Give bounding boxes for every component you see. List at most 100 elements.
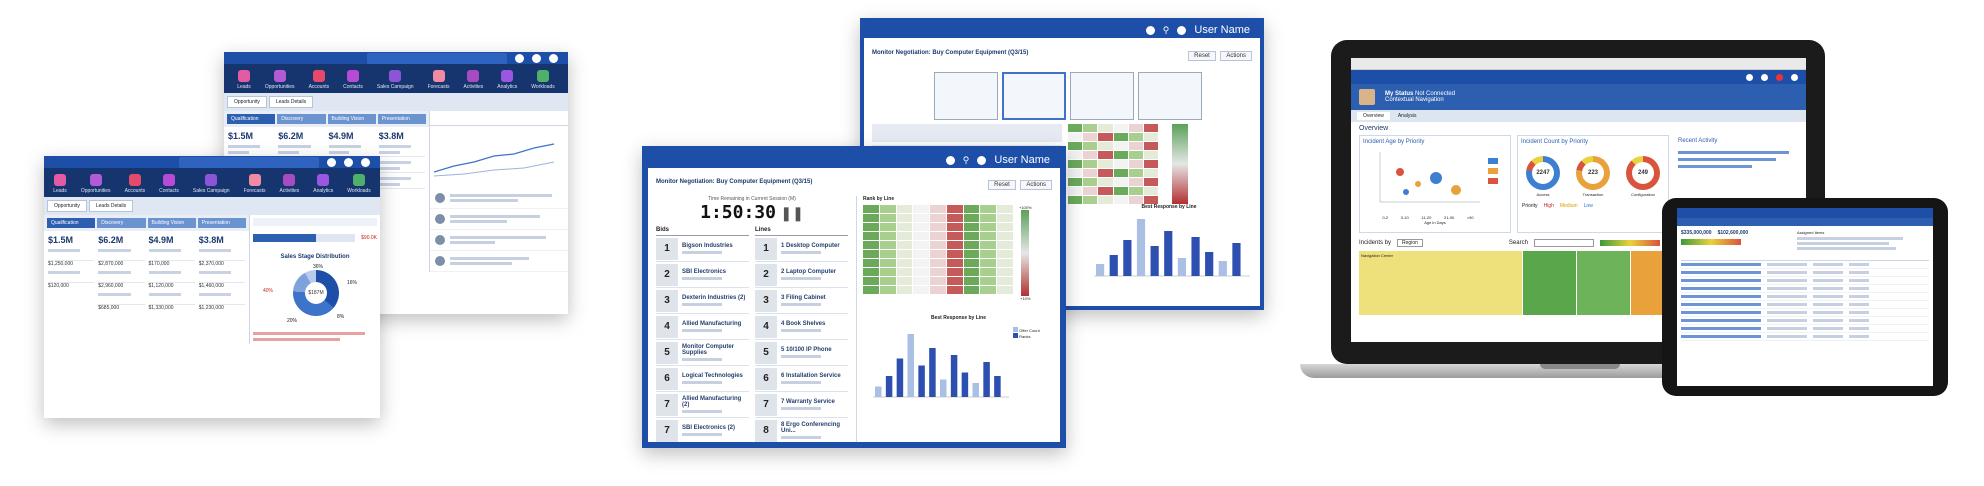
- global-search[interactable]: [179, 156, 319, 168]
- rank-row[interactable]: 1 Bigson Industries: [656, 236, 749, 262]
- home-icon[interactable]: [1746, 73, 1753, 81]
- stage-building-vision[interactable]: Building Vision: [147, 218, 196, 228]
- heatmap-cell[interactable]: [896, 259, 913, 267]
- heatmap-cell[interactable]: [1128, 142, 1143, 150]
- rank-row[interactable]: 7 SBI Electronics (2): [656, 418, 749, 442]
- opportunity-card[interactable]: [148, 249, 195, 261]
- heatmap-cell[interactable]: [879, 268, 896, 276]
- heatmap-cell[interactable]: [930, 268, 946, 276]
- heatmap-cell[interactable]: [1143, 160, 1158, 168]
- heatmap-cell[interactable]: [1143, 142, 1158, 150]
- user-avatar-icon[interactable]: [1177, 25, 1187, 35]
- stage-presentation[interactable]: Presentation: [197, 218, 246, 228]
- heatmap-cell[interactable]: [1068, 142, 1083, 150]
- heatmap-cell[interactable]: [1128, 160, 1143, 168]
- heatmap-cell[interactable]: [913, 223, 930, 231]
- heatmap-cell[interactable]: [1113, 160, 1128, 168]
- launcher-app-tile[interactable]: Contacts: [343, 70, 363, 90]
- heatmap-cell[interactable]: [1068, 124, 1083, 132]
- launcher-app-tile[interactable]: Analytics: [497, 70, 517, 90]
- heatmap-cell[interactable]: [997, 259, 1013, 267]
- heatmap-cell[interactable]: [963, 286, 980, 294]
- notification-icon[interactable]: [344, 157, 353, 167]
- tab-leads-details[interactable]: Leads Details: [268, 96, 314, 108]
- heatmap-cell[interactable]: [863, 286, 879, 294]
- heatmap-cell[interactable]: [1098, 151, 1113, 159]
- opportunity-card[interactable]: [148, 271, 195, 283]
- feed-row[interactable]: [430, 230, 568, 251]
- table-row[interactable]: [1681, 317, 1929, 325]
- rank-row[interactable]: 3 3 Filing Cabinet: [755, 288, 848, 314]
- heatmap-cell[interactable]: [980, 223, 997, 231]
- heatmap-cell[interactable]: [879, 286, 896, 294]
- heatmap-cell[interactable]: [946, 214, 963, 222]
- heatmap-cell[interactable]: [1143, 196, 1158, 204]
- stage-building-vision[interactable]: Building Vision: [327, 114, 376, 124]
- heatmap-cell[interactable]: [913, 241, 930, 249]
- category-donut[interactable]: 249 Configuration: [1626, 156, 1660, 197]
- opportunity-card[interactable]: [48, 271, 95, 283]
- bar[interactable]: [885, 376, 893, 397]
- heatmap-cell[interactable]: [913, 259, 930, 267]
- launcher-app-tile[interactable]: Analytics: [313, 174, 333, 194]
- heatmap-cell[interactable]: [997, 277, 1013, 285]
- heatmap-cell[interactable]: [863, 241, 879, 249]
- heatmap-cell[interactable]: [980, 286, 997, 294]
- actions-button[interactable]: Actions: [1020, 180, 1052, 190]
- carousel-thumbnail[interactable]: [1138, 72, 1202, 120]
- heatmap-cell[interactable]: [980, 205, 997, 213]
- feed-row[interactable]: [430, 251, 568, 272]
- heatmap-cell[interactable]: [930, 214, 946, 222]
- bar[interactable]: [994, 376, 1001, 397]
- reset-button[interactable]: Reset: [1188, 51, 1216, 61]
- heatmap-cell[interactable]: [913, 205, 930, 213]
- bar[interactable]: [950, 355, 958, 397]
- stage-qualification[interactable]: Qualification: [47, 218, 96, 228]
- bar[interactable]: [929, 348, 936, 397]
- heatmap-cell[interactable]: [997, 286, 1013, 294]
- heatmap-cell[interactable]: [946, 241, 963, 249]
- region-select[interactable]: Region: [1397, 239, 1423, 247]
- heatmap-cell[interactable]: [1068, 160, 1083, 168]
- opportunity-card[interactable]: [98, 249, 145, 261]
- heatmap-cell[interactable]: [896, 277, 913, 285]
- settings-icon[interactable]: [1791, 73, 1798, 81]
- user-menu[interactable]: User Name: [994, 154, 1050, 166]
- heatmap-cell[interactable]: [963, 232, 980, 240]
- heatmap-cell[interactable]: [963, 214, 980, 222]
- heatmap-cell[interactable]: [946, 232, 963, 240]
- heatmap-cell[interactable]: [1143, 151, 1158, 159]
- bar[interactable]: [875, 386, 882, 398]
- heatmap-cell[interactable]: [896, 268, 913, 276]
- rank-row[interactable]: 2 SBI Electronics: [656, 262, 749, 288]
- heatmap-cell[interactable]: [963, 223, 980, 231]
- treemap-cell[interactable]: Navigation Center: [1359, 251, 1523, 315]
- heatmap-cell[interactable]: [980, 214, 997, 222]
- heatmap-cell[interactable]: [1128, 151, 1143, 159]
- bar[interactable]: [1205, 252, 1214, 276]
- heatmap-cell[interactable]: [946, 223, 963, 231]
- rank-row[interactable]: 3 Dexterin Industries (2): [656, 288, 749, 314]
- opportunity-card[interactable]: [198, 293, 245, 305]
- heatmap-cell[interactable]: [913, 268, 930, 276]
- heatmap-cell[interactable]: [963, 268, 980, 276]
- heatmap-cell[interactable]: [879, 223, 896, 231]
- stage-discovery[interactable]: Discovery: [97, 218, 146, 228]
- tab-opportunity[interactable]: Opportunity: [47, 200, 87, 212]
- heatmap-cell[interactable]: [930, 250, 946, 258]
- launcher-app-tile[interactable]: Accounts: [309, 70, 329, 90]
- opportunity-card[interactable]: [148, 293, 195, 305]
- heatmap-cell[interactable]: [1143, 124, 1158, 132]
- tab-opportunity[interactable]: Opportunity: [227, 96, 267, 108]
- rank-row[interactable]: 6 6 Installation Service: [755, 366, 848, 392]
- heatmap-cell[interactable]: [930, 241, 946, 249]
- table-row[interactable]: [1681, 285, 1929, 293]
- launcher-app-tile[interactable]: Leads: [53, 174, 67, 194]
- table-row[interactable]: [1681, 325, 1929, 333]
- launcher-app-tile[interactable]: Forecasts: [244, 174, 266, 194]
- rank-row[interactable]: 4 Allied Manufacturing: [656, 314, 749, 340]
- bar[interactable]: [961, 372, 969, 398]
- heatmap-cell[interactable]: [946, 277, 963, 285]
- heatmap-cell[interactable]: [1083, 151, 1098, 159]
- launcher-app-tile[interactable]: Forecasts: [428, 70, 450, 90]
